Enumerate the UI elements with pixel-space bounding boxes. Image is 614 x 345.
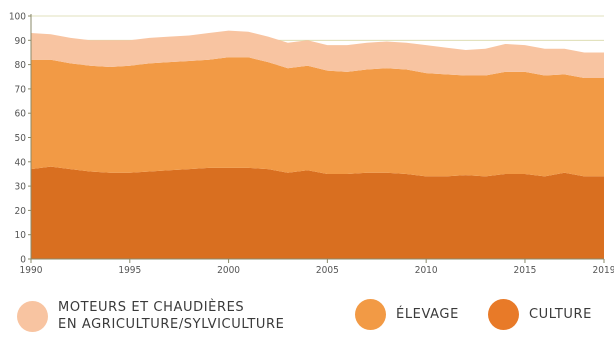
area-series bbox=[31, 30, 604, 259]
y-tick-label: 100 bbox=[9, 12, 26, 23]
x-tick-label: 2015 bbox=[514, 265, 537, 276]
legend-item-culture: CULTURE bbox=[488, 299, 592, 330]
x-tick-label: 1995 bbox=[118, 265, 141, 276]
area-series-1 bbox=[31, 166, 604, 259]
legend-swatch-elevage bbox=[355, 299, 386, 330]
area-series-2 bbox=[31, 57, 604, 177]
x-tick-labels: 1990 1995 2000 2005 2010 2015 2019 bbox=[20, 259, 614, 276]
y-tick-label: 40 bbox=[15, 157, 27, 168]
legend-item-moteurs: MOTEURS ET CHAUDIÈRES EN AGRICULTURE/SYL… bbox=[17, 299, 285, 333]
x-tick-label: 2010 bbox=[415, 265, 438, 276]
y-tick-label: 60 bbox=[15, 109, 27, 120]
area-series-3 bbox=[31, 30, 604, 78]
legend-item-elevage: ÉLEVAGE bbox=[355, 299, 459, 330]
x-tick-label: 2019 bbox=[593, 265, 614, 276]
x-tick-label: 1990 bbox=[20, 265, 43, 276]
y-tick-label: 0 bbox=[20, 255, 26, 266]
legend-label-moteurs-line1: MOTEURS ET CHAUDIÈRES bbox=[58, 300, 245, 315]
legend-label-culture: CULTURE bbox=[529, 307, 592, 322]
y-tick-label: 70 bbox=[15, 84, 27, 95]
y-tick-labels: 0 10 20 30 40 50 60 70 80 90 100 bbox=[9, 12, 31, 266]
legend-swatch-culture bbox=[488, 299, 519, 330]
legend-label-moteurs-line2: EN AGRICULTURE/SYLVICULTURE bbox=[58, 317, 285, 332]
y-tick-label: 20 bbox=[15, 206, 27, 217]
axes bbox=[30, 14, 604, 260]
legend-label-elevage: ÉLEVAGE bbox=[396, 307, 459, 322]
y-tick-label: 10 bbox=[15, 230, 27, 241]
legend-swatch-moteurs bbox=[17, 300, 48, 332]
y-tick-label: 80 bbox=[15, 60, 27, 71]
y-tick-label: 90 bbox=[15, 36, 27, 47]
stacked-area-chart: 0 10 20 30 40 50 60 70 80 90 100 1990 1995 2000 2005 2… bbox=[9, 12, 614, 277]
x-tick-label: 2005 bbox=[316, 265, 339, 276]
x-tick-label: 2000 bbox=[217, 265, 240, 276]
y-tick-label: 30 bbox=[15, 182, 27, 193]
y-tick-label: 50 bbox=[15, 133, 27, 144]
legend: MOTEURS ET CHAUDIÈRES EN AGRICULTURE/SYL… bbox=[0, 290, 614, 345]
legend-label-moteurs: MOTEURS ET CHAUDIÈRES EN AGRICULTURE/SYL… bbox=[58, 299, 285, 333]
